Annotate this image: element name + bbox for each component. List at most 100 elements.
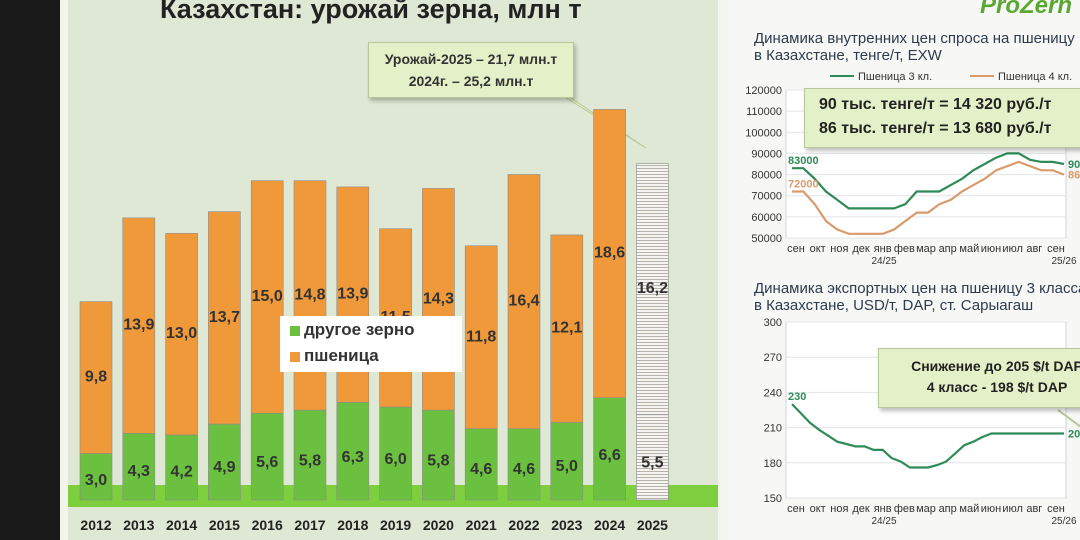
x-tick-3: дек xyxy=(852,503,870,515)
brand-logo: ProZern xyxy=(979,0,1072,19)
year-label-2025: 2025 xyxy=(637,517,668,533)
x-group-label-1: 25/26 xyxy=(1051,256,1076,267)
bar-wheat-2025 xyxy=(636,163,669,416)
year-label-2022: 2022 xyxy=(508,517,539,533)
x-group-label-1: 25/26 xyxy=(1051,516,1076,527)
year-label-2016: 2016 xyxy=(252,517,283,533)
x-tick-6: мар xyxy=(916,503,936,515)
harvest-bar-chart: 3,0 9,8 2012 4,3 13,9 2013 4,2 13,0 2014 4,9 13,7 2… xyxy=(68,79,718,533)
series-start-label-0: 83000 xyxy=(788,155,819,167)
bar-other-2019 xyxy=(379,406,412,501)
x-tick-10: июл xyxy=(1002,243,1023,255)
label-other-2012: 3,0 xyxy=(85,472,107,489)
prices-panel: ProZern Динамика внутренних цен спроса н… xyxy=(728,0,1080,540)
y-tick-0: 300 xyxy=(764,317,782,329)
x-tick-11: авг xyxy=(1026,503,1042,515)
bar-wheat-2013 xyxy=(122,217,156,434)
x-tick-1: окт xyxy=(810,243,826,255)
year-label-2019: 2019 xyxy=(380,517,411,533)
x-tick-12: сен xyxy=(1047,503,1065,515)
label-other-2025: 5,5 xyxy=(641,455,663,472)
x-tick-5: фев xyxy=(894,503,915,515)
year-label-2023: 2023 xyxy=(551,517,582,533)
year-label-2013: 2013 xyxy=(123,517,154,533)
export-note-box: Снижение до 205 $/t DAP 4 класс - 198 $/… xyxy=(878,348,1080,408)
y-tick-6: 60000 xyxy=(751,212,782,224)
series-start-label-0: 230 xyxy=(788,391,806,403)
export-note-line-1: Снижение до 205 $/t DAP xyxy=(911,358,1080,374)
y-tick-4: 180 xyxy=(764,458,782,470)
x-group-label-0: 24/25 xyxy=(871,516,896,527)
conversion-box: 90 тыс. тенге/т = 14 320 руб./т 86 тыс. … xyxy=(804,88,1080,148)
conversion-line-2: 86 тыс. тенге/т = 13 680 руб./т xyxy=(819,120,1052,137)
bar-wheat-2021 xyxy=(464,245,498,429)
conversion-line-1: 90 тыс. тенге/т = 14 320 руб./т xyxy=(819,96,1052,113)
y-tick-5: 150 xyxy=(764,493,782,505)
harvest-callout: Урожай-2025 – 21,7 млн.т 2024г. – 25,2 м… xyxy=(368,42,574,98)
x-tick-9: июн xyxy=(981,503,1001,515)
y-tick-1: 270 xyxy=(764,352,782,364)
export-note-line-2: 4 класс - 198 $/t DAP xyxy=(926,379,1068,395)
callout-line-2: 2024г. – 25,2 млн.т xyxy=(408,73,534,89)
label-wheat-2013: 13,9 xyxy=(123,317,154,334)
year-label-2015: 2015 xyxy=(209,517,240,533)
bar-other-2017 xyxy=(293,409,327,501)
bar-wheat-2016 xyxy=(250,180,284,414)
label-wheat-2020: 14,3 xyxy=(423,290,454,307)
y-tick-5: 70000 xyxy=(751,191,782,203)
bar-other-2025 xyxy=(636,414,669,501)
series-end-label-1: 86 xyxy=(1068,170,1080,182)
bar-other-2013 xyxy=(122,433,156,501)
series-end-label-0: 90 xyxy=(1068,159,1080,171)
x-tick-8: май xyxy=(959,503,979,515)
x-tick-4: янв xyxy=(874,243,892,255)
bar-wheat-2014 xyxy=(165,233,198,436)
legend-label-3: Пшеница 3 кл. xyxy=(858,71,932,83)
legend-item-other: другое зерно xyxy=(290,320,415,340)
y-tick-0: 120000 xyxy=(745,85,782,97)
year-label-2014: 2014 xyxy=(166,517,197,533)
harvest-chart-title: Казахстан: урожай зерна, млн т xyxy=(160,0,582,24)
x-tick-5: фев xyxy=(894,243,915,255)
y-tick-7: 50000 xyxy=(751,233,782,245)
presentation-screen: Казахстан: урожай зерна, млн т 3,0 9,8 201… xyxy=(60,0,1080,540)
bar-other-2015 xyxy=(208,423,241,501)
bar-wheat-2023 xyxy=(550,234,584,423)
y-tick-3: 210 xyxy=(764,423,782,435)
export-title-line-2: в Казахстане, USD/т, DAP, ст. Сарыагаш xyxy=(754,297,1034,314)
y-tick-3: 90000 xyxy=(751,148,782,160)
label-other-2020: 5,8 xyxy=(427,453,449,470)
series-line-1 xyxy=(792,160,1065,235)
bar-other-2024 xyxy=(593,397,626,501)
label-other-2019: 6,0 xyxy=(384,451,406,468)
legend-label-wheat: пшеница xyxy=(304,346,379,365)
year-label-2020: 2020 xyxy=(423,517,454,533)
y-tick-1: 110000 xyxy=(746,106,782,118)
label-wheat-2023: 12,1 xyxy=(551,320,582,337)
year-label-2021: 2021 xyxy=(466,517,497,533)
y-tick-4: 80000 xyxy=(751,170,782,182)
y-tick-2: 240 xyxy=(764,387,782,399)
label-other-2017: 5,8 xyxy=(299,453,321,470)
label-other-2018: 6,3 xyxy=(342,449,364,466)
series-end-label-0: 205 xyxy=(1068,428,1080,440)
harvest-panel: Казахстан: урожай зерна, млн т 3,0 9,8 201… xyxy=(68,0,718,540)
series-line-0 xyxy=(791,403,1064,469)
label-wheat-2021: 11,8 xyxy=(466,328,496,345)
export-title-line-1: Динамика экспортных цен на пшеницу 3 кла… xyxy=(754,280,1080,297)
x-tick-11: авг xyxy=(1026,243,1042,255)
bar-wheat-2022 xyxy=(507,174,541,429)
legend-swatch-wheat xyxy=(290,351,300,362)
x-tick-6: мар xyxy=(916,243,936,255)
series-start-label-1: 72000 xyxy=(788,178,819,190)
year-label-2018: 2018 xyxy=(337,517,368,533)
legend-label-other: другое зерно xyxy=(304,320,415,339)
label-wheat-2022: 16,4 xyxy=(508,293,539,310)
label-other-2014: 4,2 xyxy=(170,464,192,481)
bar-other-2021 xyxy=(464,428,498,501)
label-other-2013: 4,3 xyxy=(128,463,150,480)
label-other-2015: 4,9 xyxy=(213,459,235,476)
domestic-price-title: Динамика внутренних цен спроса на пшениц… xyxy=(754,30,1075,64)
harvest-legend: другое зерно пшеница xyxy=(280,316,462,372)
x-tick-8: май xyxy=(959,243,979,255)
